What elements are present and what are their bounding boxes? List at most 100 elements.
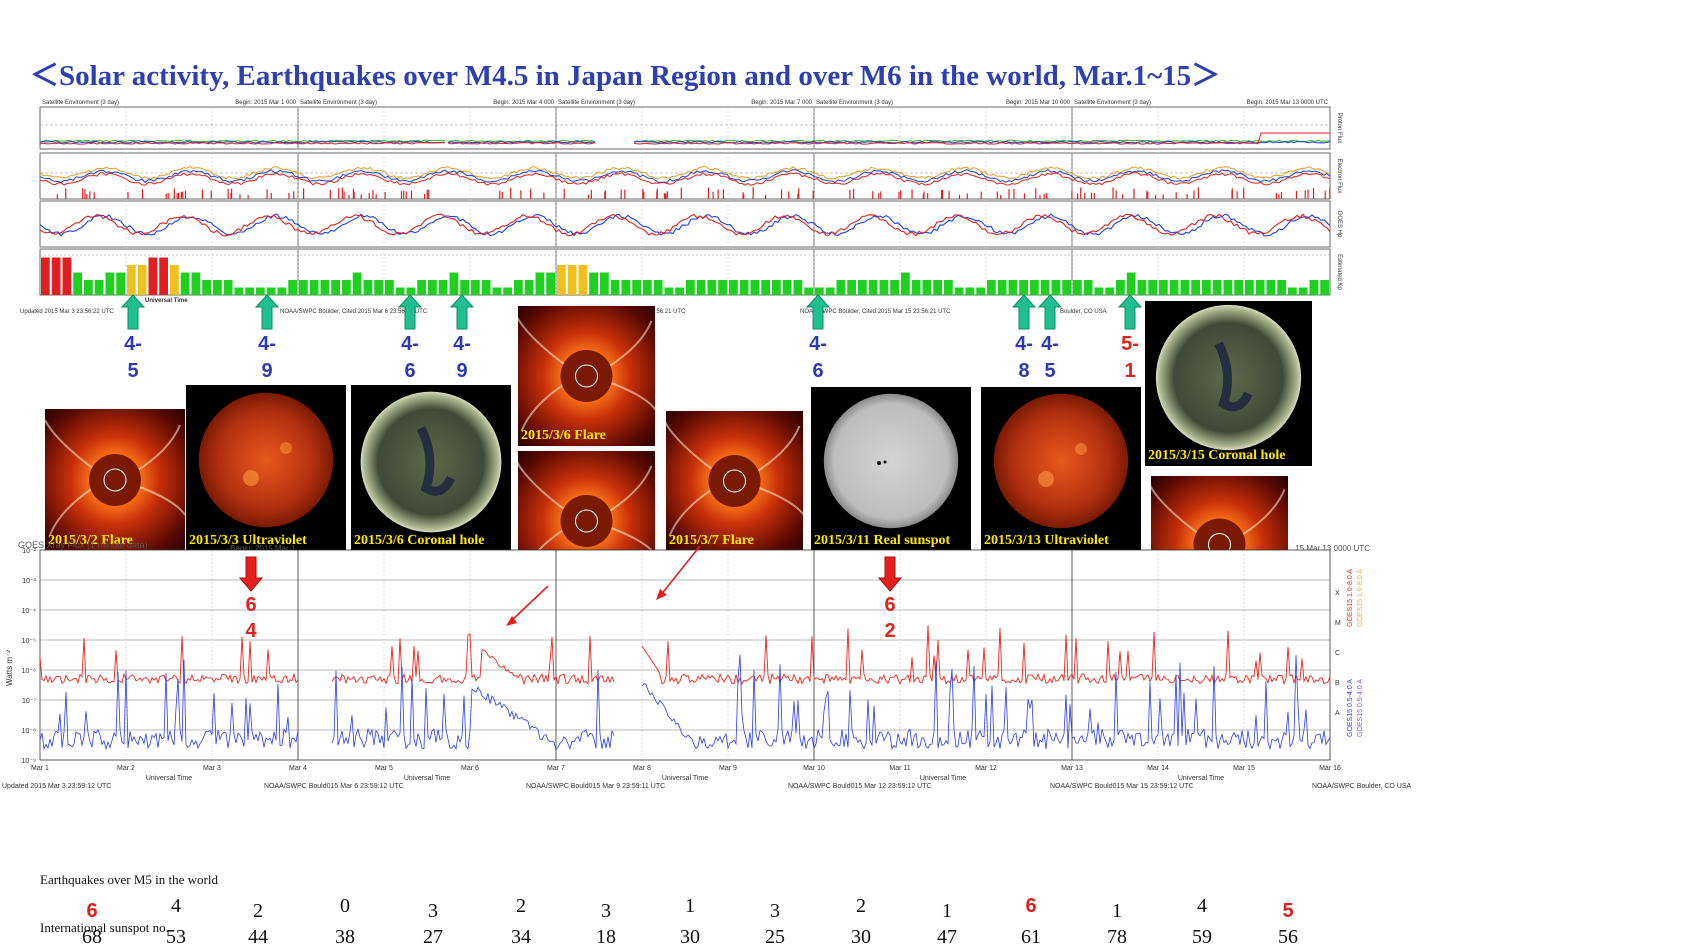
kp-bar <box>352 272 362 295</box>
up-arrow-icon <box>1011 294 1037 330</box>
xray-tick-label: 10⁻⁶ <box>22 668 36 675</box>
coronagraph-icon <box>45 419 185 536</box>
kp-bar <box>890 280 899 295</box>
solar-image-corona: 2015/3/7 Flare <box>665 410 804 552</box>
kp-bar <box>911 280 921 295</box>
xray-day-label: Mar 13 <box>1061 765 1083 772</box>
world-quake-count: 6 <box>86 900 98 922</box>
kp-bar <box>739 280 749 295</box>
quake-marker: 4- 5 <box>120 293 146 388</box>
panel-header-left: Satellite Environment (3 day) <box>816 100 893 106</box>
xray-legend-entry: GOES15 1.0-8.0 A <box>1357 569 1364 627</box>
kp-bar <box>696 280 706 295</box>
quake-magnitude-int: 4- <box>453 333 471 355</box>
quake-magnitude-frac: 8 <box>1018 360 1030 382</box>
xray-class-label: C <box>1335 650 1340 657</box>
kp-bar <box>750 280 760 295</box>
panel-header-right: Begin: 2015 Mar 4 000 <box>493 100 554 106</box>
kp-bar <box>804 287 813 295</box>
kp-bar <box>1159 280 1168 295</box>
image-caption: 2015/3/6 Flare <box>521 428 606 443</box>
kp-bar <box>1083 280 1093 295</box>
xray-tick-label: 10⁻² <box>22 548 36 555</box>
xray-day-label: Mar 4 <box>289 765 307 772</box>
kp-bar <box>62 257 72 295</box>
down-arrow-icon <box>238 556 264 592</box>
hp-series <box>39 213 1331 237</box>
xray-tick-label: 10⁻⁸ <box>22 728 36 735</box>
kp-bar <box>1202 280 1211 295</box>
kp-bar <box>1223 280 1233 295</box>
kp-bar <box>1148 280 1157 295</box>
kp-bar <box>901 272 910 295</box>
kp-bar <box>288 280 297 295</box>
page-title: ＜Solar activity, Earthquakes over M4.5 i… <box>30 60 1221 92</box>
up-arrow-icon <box>254 294 280 330</box>
hp-series <box>39 213 1331 237</box>
quake-magnitude-frac: 2 <box>884 620 896 642</box>
solar-image-hole: 2015/3/6 Coronal hole <box>350 384 512 552</box>
kp-bar <box>1073 280 1082 295</box>
kp-bar <box>1191 280 1200 295</box>
kp-bar <box>299 280 308 295</box>
kp-bar <box>761 280 770 295</box>
sunspot-number: 53 <box>166 926 186 948</box>
kp-bar <box>41 257 50 295</box>
quake-magnitude-frac: 1 <box>1124 360 1136 382</box>
xray-class-label: A <box>1335 710 1340 717</box>
quake-marker: 4- 6 <box>397 293 423 388</box>
flare-pointer <box>659 545 701 597</box>
kp-bar <box>954 287 964 295</box>
xray-day-label: Mar 16 <box>1319 765 1341 772</box>
solar-image-uv: 2015/3/3 Ultraviolet <box>185 384 347 552</box>
xray-legend-entry: GOES15 0.5-4.0 A <box>1357 679 1364 737</box>
kp-bar <box>277 287 287 295</box>
kp-bar <box>73 272 82 295</box>
xray-header-left: GOES Xray Flux (1 minute data) <box>18 540 148 550</box>
kp-bar <box>51 257 61 295</box>
panel-header-left: Satellite Environment (3 day) <box>300 100 377 106</box>
proton-series <box>39 132 1330 145</box>
kp-bar <box>782 280 792 295</box>
xray-ylabel: Watts m⁻² <box>5 650 14 686</box>
quake-magnitude-int: 4- <box>1041 333 1059 355</box>
panel-footer: NOAA/SWPC Boulder, Cited 2015 Mar 15 23:… <box>800 309 951 315</box>
kp-bar <box>481 280 491 295</box>
kp-bar <box>1019 280 1028 295</box>
world-quake-count: 1 <box>1112 900 1122 922</box>
kp-bar <box>1309 280 1319 295</box>
kp-bar <box>406 287 416 295</box>
kp-bar <box>987 280 996 295</box>
satellite-environment-chart: Satellite Environment (3 day) Begin: 2015… <box>20 100 1342 315</box>
kp-bar <box>256 287 265 295</box>
kp-bar <box>879 280 889 295</box>
panel-header-right: Begin: 2015 Mar 10 000 <box>1006 100 1071 106</box>
kp-bar <box>1298 287 1308 295</box>
kp-bar <box>127 265 136 295</box>
kp-bar <box>825 287 835 295</box>
world-quake-count: 4 <box>171 895 181 917</box>
world-quake-count: 1 <box>685 895 695 917</box>
kp-bar <box>578 265 588 295</box>
quake-marker: 4- 9 <box>254 293 280 388</box>
kp-bar <box>589 272 598 295</box>
kp-bar <box>1245 280 1254 295</box>
kp-bar <box>202 280 211 295</box>
up-arrow-icon <box>120 294 146 330</box>
xray-legend-entry: GOES15 0.5-4.0 A <box>1347 679 1354 737</box>
down-arrow-icon <box>877 556 903 592</box>
kp-bar <box>653 280 663 295</box>
coronal-hole-icon <box>360 391 502 533</box>
quake-magnitude-int: 6 <box>245 594 257 616</box>
kp-bar <box>847 280 856 295</box>
sat-row-label: Estimated Kp <box>1336 254 1342 290</box>
kp-bar <box>868 280 878 295</box>
xray-day-label: Mar 10 <box>803 765 825 772</box>
kp-bar <box>234 287 244 295</box>
kp-bar <box>116 272 125 295</box>
image-caption: 2015/3/2 Flare <box>48 533 133 548</box>
kp-bar <box>944 280 953 295</box>
sun-uv-icon <box>993 393 1129 529</box>
solar-image-corona: 2015/3/2 Flare <box>44 408 186 552</box>
